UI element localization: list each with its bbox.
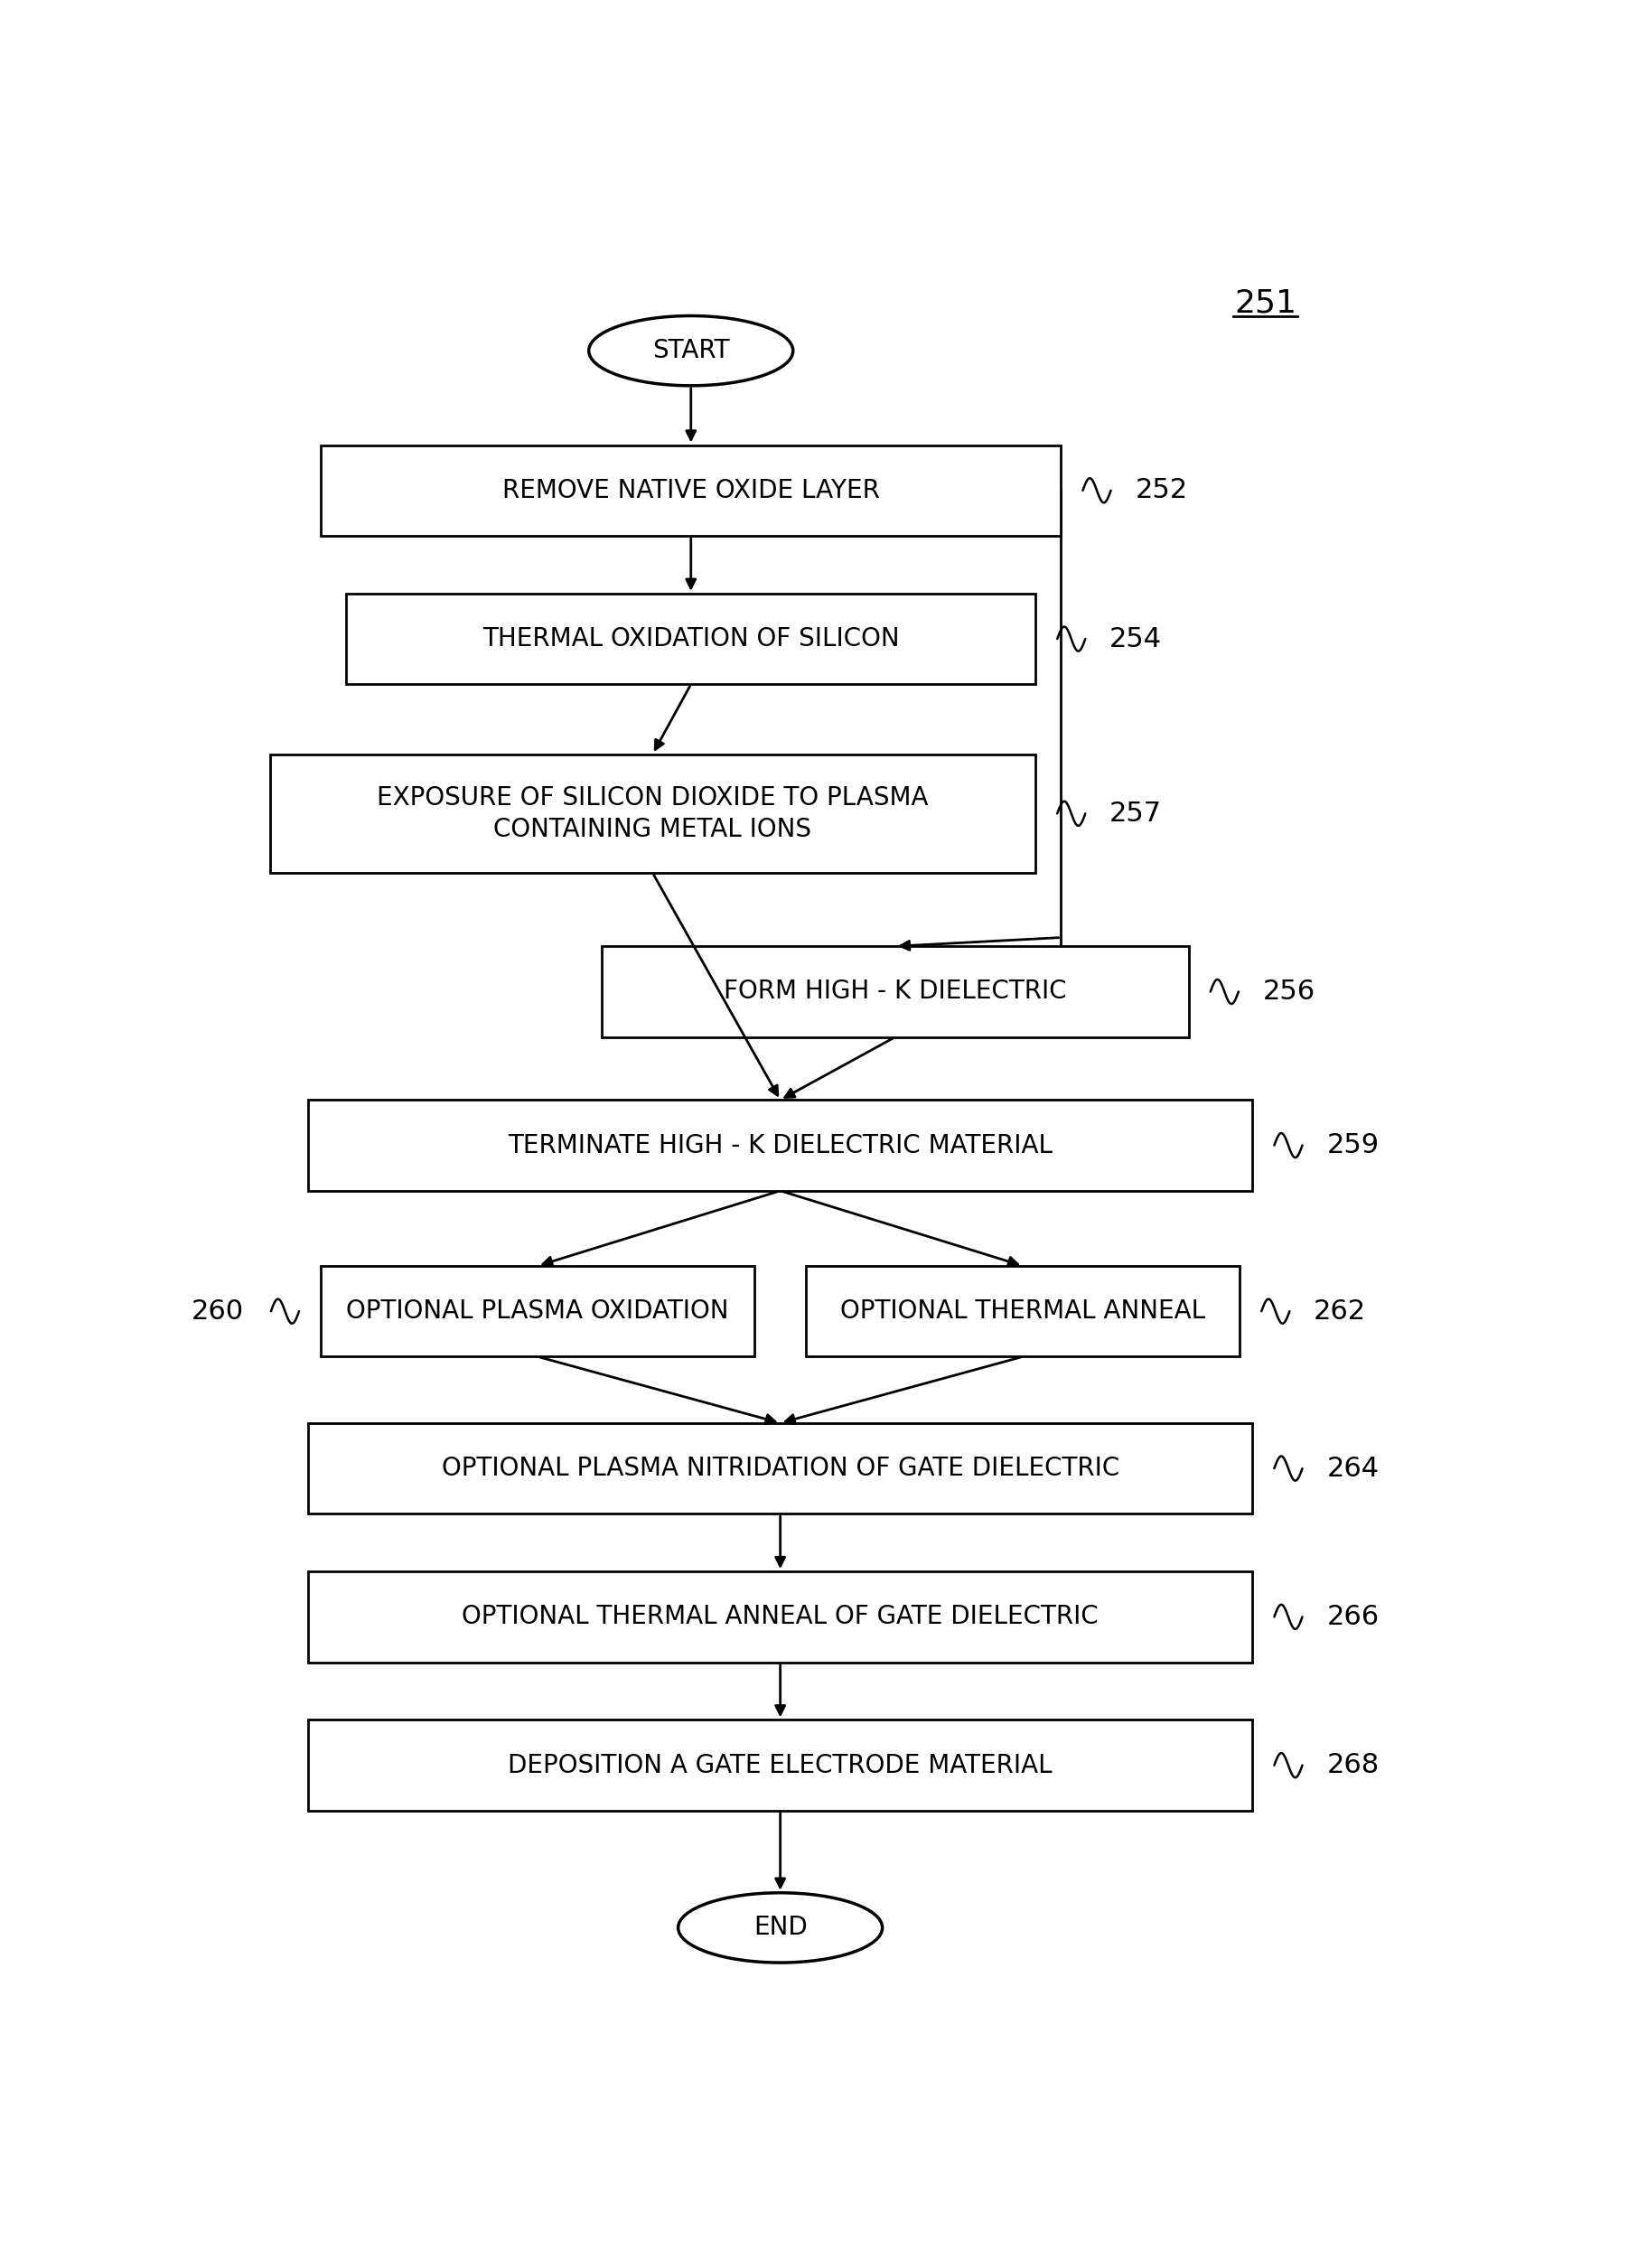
Text: 256: 256: [1263, 978, 1316, 1005]
Text: 260: 260: [191, 1297, 244, 1325]
Text: TERMINATE HIGH - K DIELECTRIC MATERIAL: TERMINATE HIGH - K DIELECTRIC MATERIAL: [507, 1132, 1052, 1159]
FancyBboxPatch shape: [346, 594, 1036, 685]
FancyBboxPatch shape: [321, 445, 1061, 535]
Text: FORM HIGH - K DIELECTRIC: FORM HIGH - K DIELECTRIC: [723, 980, 1067, 1005]
Text: OPTIONAL THERMAL ANNEAL OF GATE DIELECTRIC: OPTIONAL THERMAL ANNEAL OF GATE DIELECTR…: [461, 1603, 1099, 1628]
FancyBboxPatch shape: [805, 1266, 1240, 1356]
Text: DEPOSITION A GATE ELECTRODE MATERIAL: DEPOSITION A GATE ELECTRODE MATERIAL: [507, 1753, 1052, 1778]
Text: END: END: [753, 1914, 807, 1941]
FancyBboxPatch shape: [308, 1422, 1253, 1513]
Text: 264: 264: [1326, 1456, 1379, 1481]
FancyBboxPatch shape: [321, 1266, 754, 1356]
FancyBboxPatch shape: [308, 1572, 1253, 1662]
FancyBboxPatch shape: [308, 1719, 1253, 1810]
Text: OPTIONAL THERMAL ANNEAL: OPTIONAL THERMAL ANNEAL: [840, 1300, 1206, 1325]
Ellipse shape: [679, 1894, 883, 1962]
Text: 251: 251: [1234, 288, 1296, 320]
FancyBboxPatch shape: [308, 1100, 1253, 1191]
Text: 268: 268: [1326, 1753, 1379, 1778]
Text: 252: 252: [1135, 476, 1187, 503]
Text: 254: 254: [1110, 626, 1163, 651]
Text: 259: 259: [1326, 1132, 1379, 1159]
Text: OPTIONAL PLASMA NITRIDATION OF GATE DIELECTRIC: OPTIONAL PLASMA NITRIDATION OF GATE DIEL…: [441, 1456, 1120, 1481]
Ellipse shape: [590, 315, 794, 386]
FancyBboxPatch shape: [601, 946, 1189, 1036]
Text: START: START: [652, 338, 730, 363]
FancyBboxPatch shape: [270, 755, 1036, 873]
Text: OPTIONAL PLASMA OXIDATION: OPTIONAL PLASMA OXIDATION: [346, 1300, 730, 1325]
Text: THERMAL OXIDATION OF SILICON: THERMAL OXIDATION OF SILICON: [483, 626, 899, 651]
Text: 257: 257: [1110, 801, 1163, 826]
Text: REMOVE NATIVE OXIDE LAYER: REMOVE NATIVE OXIDE LAYER: [502, 479, 879, 503]
Text: 266: 266: [1326, 1603, 1379, 1631]
Text: EXPOSURE OF SILICON DIOXIDE TO PLASMA
CONTAINING METAL IONS: EXPOSURE OF SILICON DIOXIDE TO PLASMA CO…: [377, 785, 929, 841]
Text: 262: 262: [1314, 1297, 1367, 1325]
